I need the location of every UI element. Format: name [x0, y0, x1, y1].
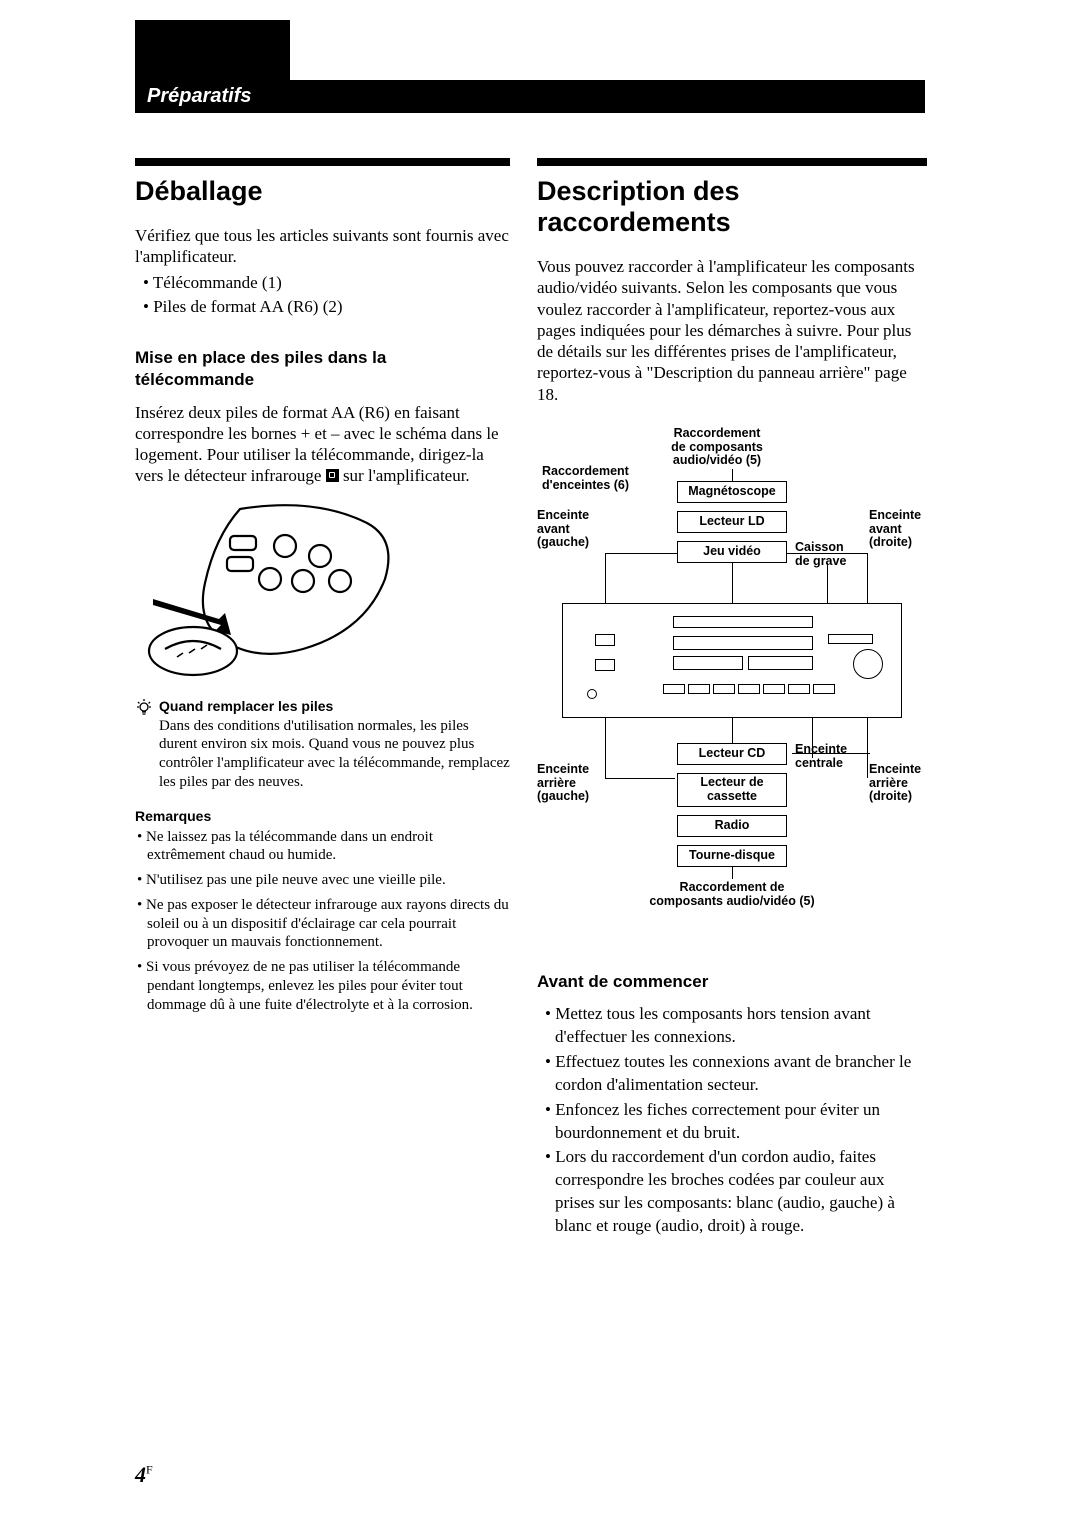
- before-list: Mettez tous les composants hors tension …: [537, 1003, 927, 1238]
- remarks-head: Remarques: [135, 808, 510, 824]
- list-item: Lors du raccordement d'un cordon audio, …: [549, 1146, 927, 1238]
- box-game: Jeu vidéo: [677, 541, 787, 563]
- list-item: Enfoncez les fiches correctement pour év…: [549, 1099, 927, 1145]
- lbl-speaker-hookup: Raccordement d'enceintes (6): [542, 465, 652, 493]
- ir-icon: [326, 469, 339, 482]
- tip-block: Quand remplacer les piles Dans des condi…: [135, 698, 510, 792]
- lbl-rr: Enceinte arrière (droite): [869, 763, 929, 804]
- right-intro: Vous pouvez raccorder à l'amplificateur …: [537, 256, 927, 405]
- rule: [537, 158, 927, 166]
- list-item: Ne pas exposer le détecteur infrarouge a…: [135, 896, 510, 952]
- left-h2: Mise en place des piles dans la télécomm…: [135, 347, 510, 391]
- page-num-sup: F: [146, 1463, 153, 1477]
- list-item: Si vous prévoyez de ne pas utiliser la t…: [135, 958, 510, 1014]
- connection-diagram: Raccordement d'enceintes (6) Raccordemen…: [537, 423, 927, 943]
- tip-title: Quand remplacer les piles: [159, 698, 510, 714]
- remarks-list: Ne laissez pas la télécommande dans un e…: [135, 828, 510, 1015]
- lightbulb-icon: [135, 698, 153, 792]
- amplifier-unit: [562, 603, 902, 718]
- box-ld: Lecteur LD: [677, 511, 787, 533]
- page-num-value: 4: [135, 1462, 146, 1487]
- rule: [135, 158, 510, 166]
- lbl-av-hookup: Raccordement de composants audio/vidéo (…: [652, 427, 782, 468]
- box-tuner: Radio: [677, 815, 787, 837]
- tip-body: Dans des conditions d'utilisation normal…: [159, 717, 510, 792]
- left-title: Déballage: [135, 176, 510, 207]
- list-item: Effectuez toutes les connexions avant de…: [549, 1051, 927, 1097]
- lbl-fl: Enceinte avant (gauche): [537, 509, 607, 550]
- section-header: Préparatifs: [135, 80, 925, 113]
- lbl-bottom-group: Raccordement de composants audio/vidéo (…: [627, 881, 837, 909]
- supplied-list: Télécommande (1) Piles de format AA (R6)…: [135, 272, 510, 320]
- list-item: Mettez tous les composants hors tension …: [549, 1003, 927, 1049]
- remote-figure: [135, 501, 415, 686]
- right-h2: Avant de commencer: [537, 971, 927, 993]
- list-item: Ne laissez pas la télécommande dans un e…: [135, 828, 510, 866]
- list-item: N'utilisez pas une pile neuve avec une v…: [135, 871, 510, 890]
- lbl-fr: Enceinte avant (droite): [869, 509, 929, 550]
- p2-tail: sur l'amplificateur.: [339, 466, 470, 485]
- box-vcr: Magnétoscope: [677, 481, 787, 503]
- box-tape: Lecteur de cassette: [677, 773, 787, 807]
- right-column: Description des raccordements Vous pouve…: [537, 158, 927, 1240]
- left-column: Déballage Vérifiez que tous les articles…: [135, 158, 510, 1020]
- right-title: Description des raccordements: [537, 176, 927, 238]
- left-intro: Vérifiez que tous les articles suivants …: [135, 225, 510, 268]
- box-cd: Lecteur CD: [677, 743, 787, 765]
- page-number: 4F: [135, 1462, 153, 1488]
- lbl-rl: Enceinte arrière (gauche): [537, 763, 607, 804]
- box-turntable: Tourne-disque: [677, 845, 787, 867]
- list-item: Piles de format AA (R6) (2): [147, 296, 510, 319]
- left-p2: Insérez deux piles de format AA (R6) en …: [135, 402, 510, 487]
- lbl-c: Enceinte centrale: [795, 743, 865, 771]
- list-item: Télécommande (1): [147, 272, 510, 295]
